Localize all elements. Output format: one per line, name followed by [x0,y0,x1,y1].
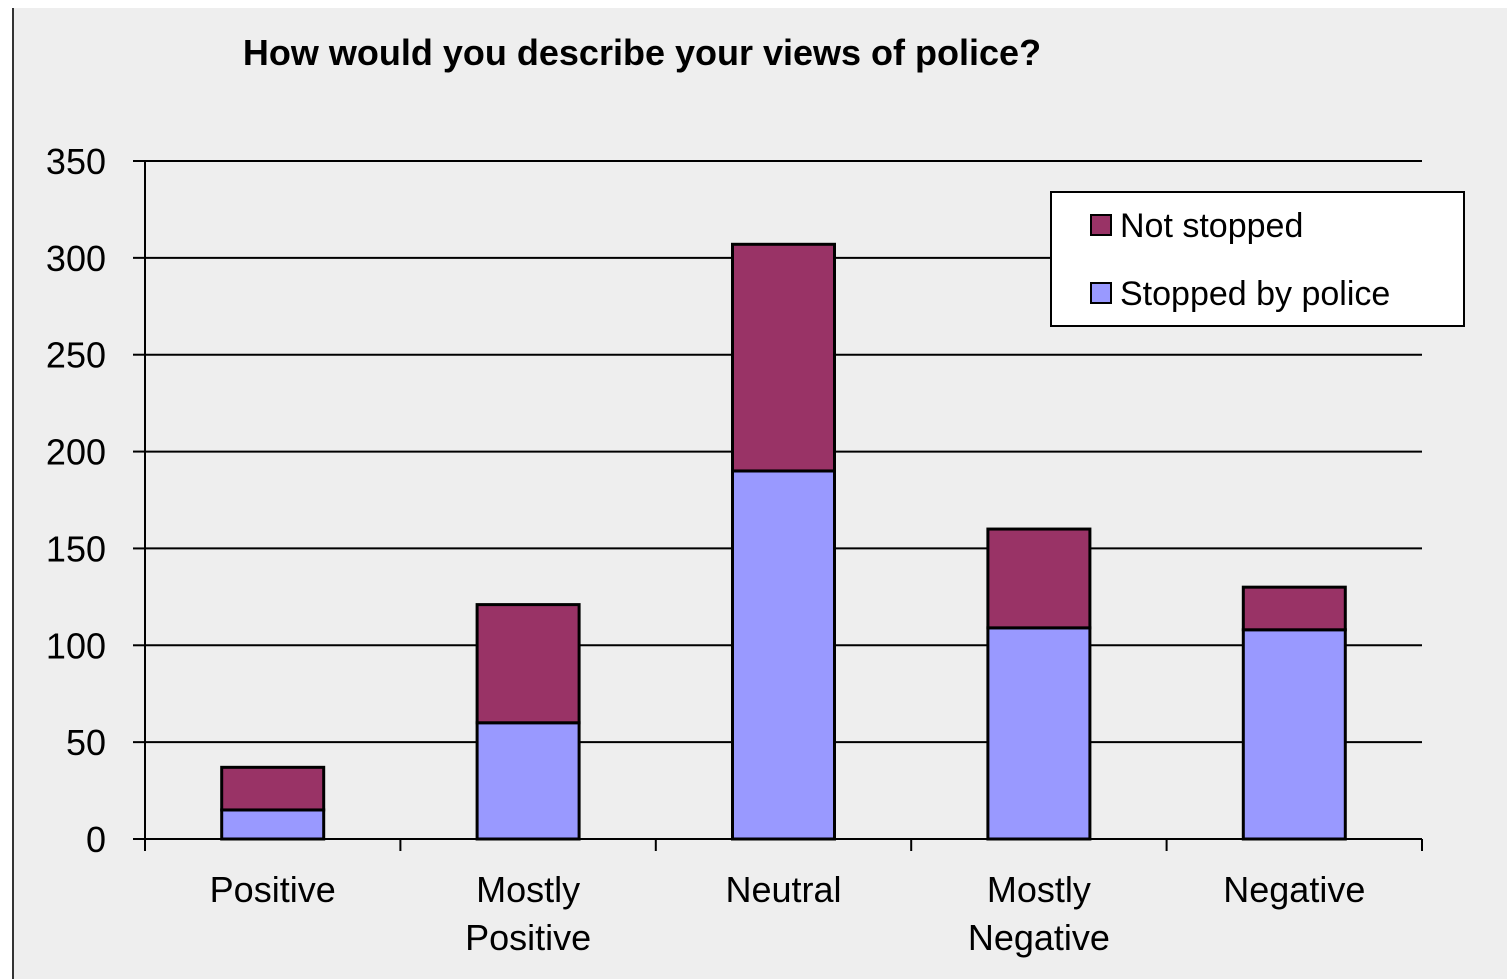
bar-segment [986,626,1092,841]
y-tick-label: 50 [66,722,106,763]
bar-segment [475,721,581,841]
y-tick-label: 350 [46,141,106,182]
x-tick-label: Mostly [987,869,1091,910]
legend-label: Not stopped [1120,207,1303,245]
legend-label: Stopped by police [1120,275,1390,313]
legend-swatch [1090,282,1112,304]
x-tick-label: Positive [465,917,591,958]
legend-swatch [1090,214,1112,236]
legend-box [1050,191,1465,327]
y-tick-label: 0 [86,819,106,860]
bar-segment [986,527,1092,630]
y-tick-label: 150 [46,528,106,569]
y-tick-label: 200 [46,432,106,473]
x-axis-ticks: Positive Mostly Positive Neutral Mostly Negat… [144,839,1423,958]
x-tick-label: Positive [210,869,336,910]
bar-segment [731,242,836,473]
bar-segment [220,808,326,841]
bar-segment [475,603,581,725]
bar-segment [731,469,836,841]
chart-title: How would you describe your views of pol… [243,32,1041,73]
y-axis-ticks: 0 50 100 150 200 250 300 350 [46,141,145,860]
y-tick-label: 100 [46,625,106,666]
bar-segment [220,765,326,812]
y-tick-label: 300 [46,238,106,279]
x-tick-label: Negative [968,917,1110,958]
axes [144,161,1422,840]
bar-segment [1241,628,1347,841]
bars [220,242,1347,841]
x-tick-label: Negative [1223,869,1365,910]
bar-segment [1241,585,1347,632]
y-tick-label: 250 [46,335,106,376]
legend: Not stopped Stopped by police [1050,191,1465,327]
x-tick-label: Mostly [476,869,580,910]
x-tick-label: Neutral [725,869,841,910]
